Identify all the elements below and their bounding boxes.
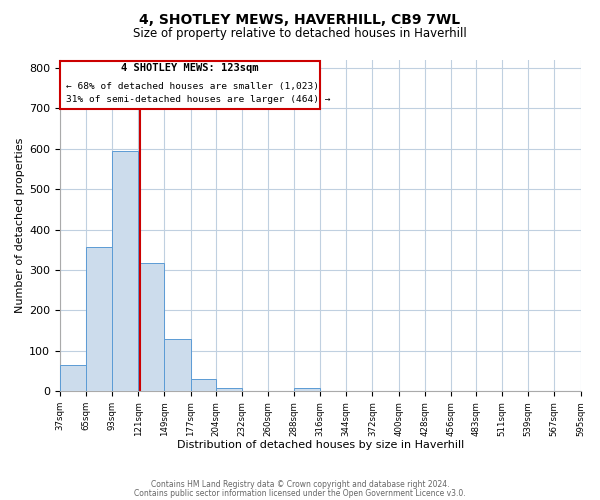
Bar <box>86 247 112 391</box>
Bar <box>216 388 242 391</box>
Bar <box>112 151 139 391</box>
Text: 4, SHOTLEY MEWS, HAVERHILL, CB9 7WL: 4, SHOTLEY MEWS, HAVERHILL, CB9 7WL <box>139 12 461 26</box>
Text: 31% of semi-detached houses are larger (464) →: 31% of semi-detached houses are larger (… <box>65 94 330 104</box>
FancyBboxPatch shape <box>60 61 320 110</box>
X-axis label: Distribution of detached houses by size in Haverhill: Distribution of detached houses by size … <box>176 440 464 450</box>
Bar <box>164 338 191 391</box>
Text: 4 SHOTLEY MEWS: 123sqm: 4 SHOTLEY MEWS: 123sqm <box>121 63 259 73</box>
Text: Contains HM Land Registry data © Crown copyright and database right 2024.: Contains HM Land Registry data © Crown c… <box>151 480 449 489</box>
Bar <box>191 379 216 391</box>
Bar <box>60 365 86 391</box>
Bar <box>294 388 320 391</box>
Text: Size of property relative to detached houses in Haverhill: Size of property relative to detached ho… <box>133 28 467 40</box>
Y-axis label: Number of detached properties: Number of detached properties <box>15 138 25 314</box>
Text: Contains public sector information licensed under the Open Government Licence v3: Contains public sector information licen… <box>134 488 466 498</box>
Text: ← 68% of detached houses are smaller (1,023): ← 68% of detached houses are smaller (1,… <box>65 82 319 91</box>
Bar <box>139 263 164 391</box>
